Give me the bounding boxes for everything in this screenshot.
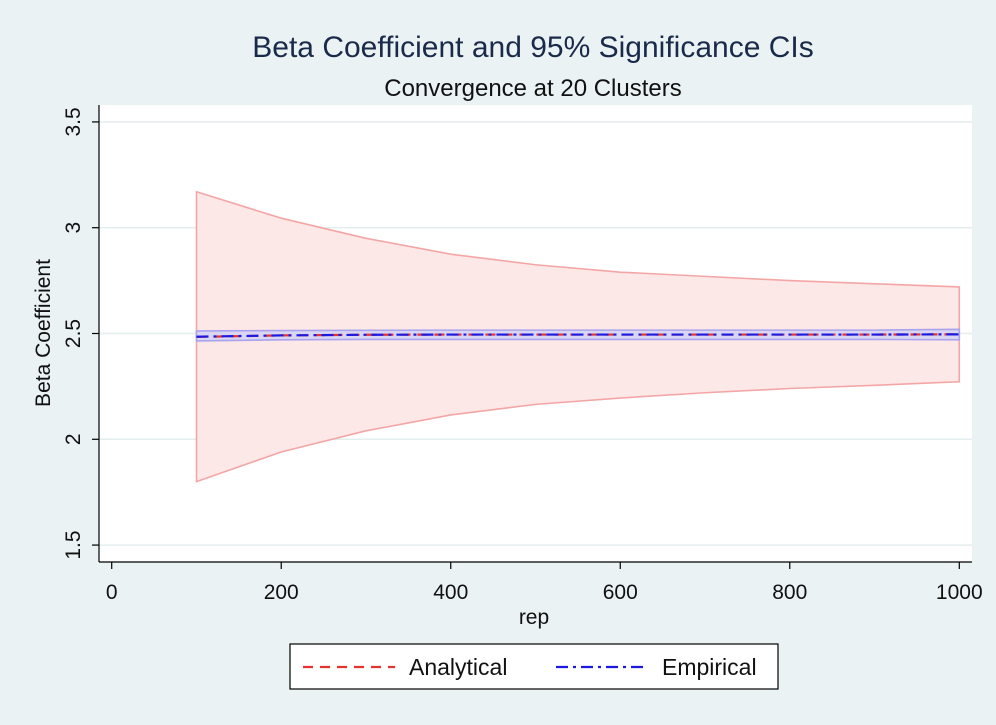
y-tick-label-2: 2.5: [62, 319, 85, 348]
x-tick-label-2: 400: [433, 581, 468, 604]
x-tick-label-1: 200: [264, 581, 299, 604]
x-tick-label-0: 0: [106, 581, 118, 604]
y-tick-label-3: 3: [62, 222, 85, 234]
y-tick-label-1: 2: [62, 433, 85, 445]
x-tick-label-4: 800: [772, 581, 807, 604]
y-tick-label-0: 1.5: [62, 530, 85, 559]
series-line-empirical: [196, 333, 960, 338]
x-tick-label-5: 1000: [936, 581, 983, 604]
axes: 0 200 400 600 800 1000 1.5 2 2.5 3 3.5: [62, 105, 983, 604]
legend-label-empirical: Empirical: [662, 654, 757, 680]
y-axis-title: Beta Coefficient: [32, 259, 55, 407]
legend-box: [289, 643, 779, 690]
x-axis-title: rep: [519, 606, 549, 629]
chart-title: Beta Coefficient and 95% Significance CI…: [252, 31, 813, 64]
legend: Analytical Empirical: [289, 643, 779, 690]
series-lines: [196, 333, 960, 338]
legend-label-analytical: Analytical: [409, 654, 507, 680]
x-tick-label-3: 600: [603, 581, 638, 604]
chart-subtitle: Convergence at 20 Clusters: [384, 75, 682, 102]
y-tick-label-4: 3.5: [62, 107, 85, 136]
